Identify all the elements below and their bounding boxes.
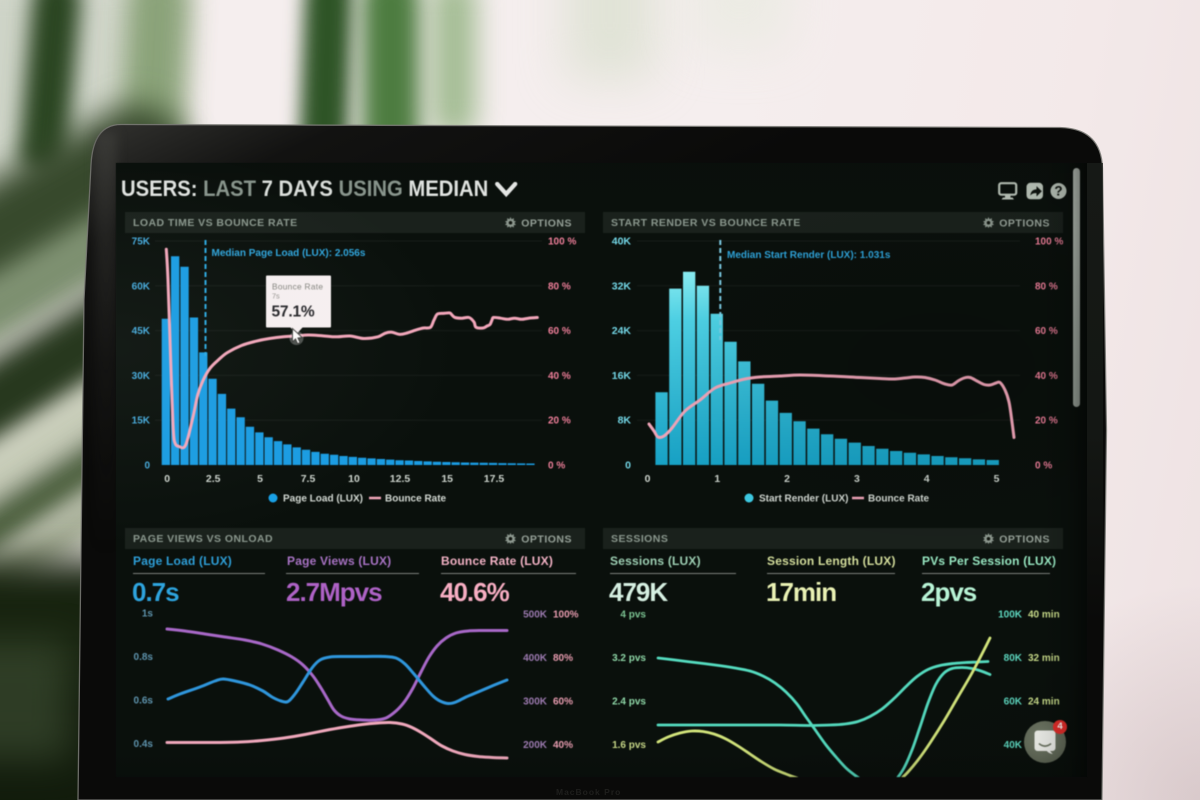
svg-text:Page Load (LUX): Page Load (LUX) xyxy=(283,494,363,505)
svg-text:100 %: 100 % xyxy=(548,237,576,248)
svg-text:4: 4 xyxy=(924,473,930,485)
svg-text:80K: 80K xyxy=(1004,653,1023,664)
svg-text:20 %: 20 % xyxy=(548,416,571,427)
svg-text:60K: 60K xyxy=(132,281,151,292)
svg-text:45K: 45K xyxy=(132,326,151,337)
svg-text:12.5: 12.5 xyxy=(390,473,411,485)
svg-text:1s: 1s xyxy=(142,609,154,620)
svg-text:Bounce Rate: Bounce Rate xyxy=(385,494,447,505)
svg-text:300K: 300K xyxy=(523,697,548,708)
svg-text:80 %: 80 % xyxy=(1035,281,1058,292)
svg-text:60K: 60K xyxy=(1004,697,1023,708)
svg-text:1.6 pvs: 1.6 pvs xyxy=(612,740,646,751)
svg-text:10: 10 xyxy=(348,473,360,485)
svg-text:0: 0 xyxy=(625,460,631,472)
svg-text:1: 1 xyxy=(714,473,720,485)
svg-text:60%: 60% xyxy=(553,697,573,708)
svg-text:75K: 75K xyxy=(132,237,151,248)
svg-text:0 %: 0 % xyxy=(1035,461,1052,472)
svg-text:Median Start Render (LUX): 1.0: Median Start Render (LUX): 1.031s xyxy=(727,250,891,261)
svg-text:100 %: 100 % xyxy=(1035,237,1063,248)
svg-text:0.8s: 0.8s xyxy=(134,652,154,663)
svg-text:0.6s: 0.6s xyxy=(134,696,154,707)
svg-text:Bounce Rate: Bounce Rate xyxy=(272,282,323,292)
svg-text:Median Page Load (LUX): 2.056s: Median Page Load (LUX): 2.056s xyxy=(212,248,366,259)
svg-text:100K: 100K xyxy=(998,610,1023,621)
svg-text:32K: 32K xyxy=(612,280,632,292)
svg-text:0: 0 xyxy=(144,461,150,472)
svg-text:60 %: 60 % xyxy=(1035,326,1058,337)
svg-text:3.2 pvs: 3.2 pvs xyxy=(612,653,646,664)
svg-text:40 %: 40 % xyxy=(1035,371,1058,382)
svg-text:40%: 40% xyxy=(553,740,573,751)
svg-text:3: 3 xyxy=(854,473,860,485)
svg-text:0 %: 0 % xyxy=(548,461,565,472)
svg-text:100%: 100% xyxy=(553,610,579,621)
svg-text:17.5: 17.5 xyxy=(484,473,505,485)
svg-text:60 %: 60 % xyxy=(548,326,571,337)
svg-text:MacBook Pro: MacBook Pro xyxy=(556,787,621,797)
svg-text:40K: 40K xyxy=(1004,740,1023,751)
svg-text:24K: 24K xyxy=(612,325,632,337)
svg-text:15K: 15K xyxy=(132,416,151,427)
svg-text:30K: 30K xyxy=(132,371,151,382)
svg-text:2.4 pvs: 2.4 pvs xyxy=(612,697,646,708)
svg-text:7.5: 7.5 xyxy=(301,473,316,485)
svg-text:0: 0 xyxy=(645,473,651,485)
svg-text:Start Render (LUX): Start Render (LUX) xyxy=(759,494,848,505)
svg-text:500K: 500K xyxy=(523,610,548,621)
svg-text:0.4s: 0.4s xyxy=(134,739,154,750)
svg-text:40K: 40K xyxy=(612,236,632,248)
svg-text:5: 5 xyxy=(257,473,263,485)
svg-text:40 %: 40 % xyxy=(548,371,571,382)
svg-text:200K: 200K xyxy=(523,740,548,751)
svg-text:7s: 7s xyxy=(272,292,280,301)
svg-text:Bounce Rate: Bounce Rate xyxy=(868,494,930,505)
svg-text:80 %: 80 % xyxy=(548,281,571,292)
svg-text:15: 15 xyxy=(441,473,453,485)
svg-text:2.5: 2.5 xyxy=(206,473,221,485)
svg-text:8K: 8K xyxy=(618,415,632,427)
svg-text:0: 0 xyxy=(164,473,170,485)
svg-text:4 pvs: 4 pvs xyxy=(620,610,646,621)
svg-text:400K: 400K xyxy=(523,653,548,664)
svg-text:32 min: 32 min xyxy=(1028,653,1060,664)
svg-text:16K: 16K xyxy=(612,370,632,382)
svg-text:57.1%: 57.1% xyxy=(272,304,315,321)
svg-text:?: ? xyxy=(1054,184,1062,199)
svg-text:80%: 80% xyxy=(553,653,573,664)
svg-text:2: 2 xyxy=(784,473,790,485)
svg-text:5: 5 xyxy=(994,473,1000,485)
svg-text:20 %: 20 % xyxy=(1035,416,1058,427)
svg-text:40 min: 40 min xyxy=(1028,610,1060,621)
svg-text:24 min: 24 min xyxy=(1028,697,1060,708)
